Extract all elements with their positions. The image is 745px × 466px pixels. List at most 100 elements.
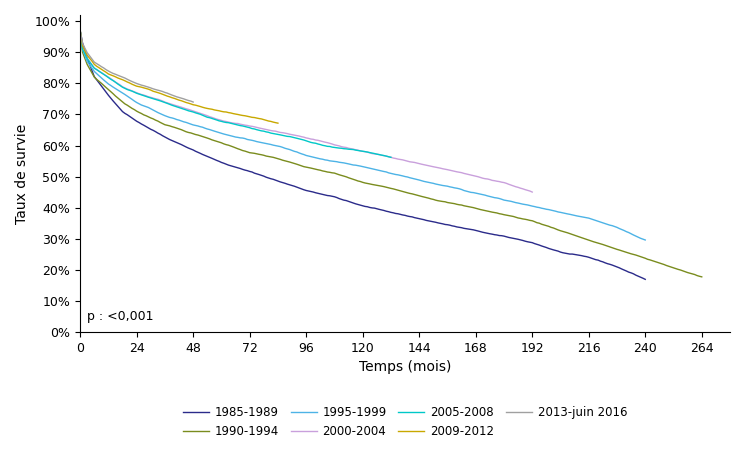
2005-2008 [281, 133, 290, 138]
2013-juin 2016 [130, 80, 139, 85]
2013-juin 2016 [95, 62, 104, 68]
2013-juin 2016 [165, 91, 174, 97]
2000-2004 [413, 160, 422, 166]
2005-2008 [367, 150, 376, 156]
Line: 1990-1994: 1990-1994 [80, 30, 702, 277]
2013-juin 2016 [135, 82, 144, 87]
2009-2012 [261, 117, 270, 123]
2005-2008 [97, 70, 106, 75]
1990-1994 [454, 202, 463, 207]
2000-2004 [415, 161, 424, 166]
1990-1994 [697, 274, 706, 280]
2000-2004 [356, 148, 365, 154]
2013-juin 2016 [104, 68, 113, 74]
2005-2008 [290, 135, 299, 140]
2013-juin 2016 [80, 45, 89, 51]
2013-juin 2016 [182, 97, 191, 103]
2009-2012 [144, 86, 153, 92]
1995-1999 [492, 195, 501, 201]
2005-2008 [375, 152, 384, 158]
2013-juin 2016 [186, 98, 195, 104]
2013-juin 2016 [172, 94, 181, 100]
2009-2012 [135, 84, 144, 89]
Line: 1995-1999: 1995-1999 [80, 31, 645, 240]
2013-juin 2016 [158, 89, 167, 94]
2009-2012 [174, 97, 183, 103]
2013-juin 2016 [92, 61, 101, 66]
1995-1999 [641, 237, 650, 243]
2009-2012 [76, 27, 85, 33]
1985-1989 [139, 123, 148, 128]
2013-juin 2016 [177, 96, 186, 101]
2013-juin 2016 [121, 75, 130, 81]
1990-1994 [349, 177, 358, 182]
1985-1989 [492, 232, 501, 238]
2000-2004 [182, 106, 191, 111]
Y-axis label: Taux de survie: Taux de survie [15, 123, 29, 224]
1985-1989 [76, 27, 85, 33]
1995-1999 [76, 28, 85, 34]
2013-juin 2016 [109, 71, 118, 76]
2013-juin 2016 [101, 67, 110, 73]
Line: 2000-2004: 2000-2004 [80, 30, 532, 192]
2013-juin 2016 [168, 92, 177, 98]
Line: 2013-juin 2016: 2013-juin 2016 [80, 31, 193, 102]
2013-juin 2016 [160, 89, 169, 95]
2013-juin 2016 [153, 87, 162, 93]
2013-juin 2016 [139, 83, 148, 89]
2013-juin 2016 [87, 56, 96, 62]
2013-juin 2016 [188, 99, 197, 105]
2013-juin 2016 [113, 72, 122, 78]
2013-juin 2016 [144, 84, 153, 90]
2013-juin 2016 [78, 41, 87, 46]
2013-juin 2016 [99, 65, 108, 71]
2013-juin 2016 [90, 59, 99, 65]
2000-2004 [527, 189, 536, 195]
2013-juin 2016 [115, 74, 124, 79]
2013-juin 2016 [76, 28, 85, 34]
Line: 2009-2012: 2009-2012 [80, 30, 278, 123]
2013-juin 2016 [111, 71, 120, 77]
2000-2004 [76, 27, 85, 33]
1990-1994 [653, 260, 662, 265]
2009-2012 [137, 84, 146, 90]
1995-1999 [139, 103, 148, 109]
Line: 1985-1989: 1985-1989 [80, 30, 645, 279]
1990-1994 [326, 170, 335, 175]
2013-juin 2016 [97, 64, 106, 69]
1995-1999 [530, 204, 539, 209]
2013-juin 2016 [149, 86, 158, 92]
Line: 2005-2008: 2005-2008 [80, 31, 391, 158]
2000-2004 [241, 123, 250, 128]
Legend: 1985-1989, 1990-1994, 1995-1999, 2000-2004, 2005-2008, 2009-2012, 2013-juin 2016: 1985-1989, 1990-1994, 1995-1999, 2000-20… [178, 401, 633, 443]
1995-1999 [290, 149, 299, 154]
Text: p : <0,001: p : <0,001 [87, 310, 153, 322]
1995-1999 [399, 173, 408, 179]
2013-juin 2016 [174, 95, 183, 100]
1990-1994 [549, 225, 558, 231]
2013-juin 2016 [156, 88, 165, 94]
1995-1999 [634, 234, 643, 240]
1990-1994 [659, 262, 668, 267]
1985-1989 [634, 274, 643, 279]
X-axis label: Temps (mois): Temps (mois) [359, 360, 451, 374]
1990-1994 [76, 27, 85, 33]
2013-juin 2016 [163, 90, 172, 96]
1985-1989 [530, 241, 539, 247]
2013-juin 2016 [85, 53, 94, 59]
1985-1989 [399, 212, 408, 218]
2013-juin 2016 [137, 82, 146, 88]
1985-1989 [641, 276, 650, 282]
2013-juin 2016 [180, 96, 188, 102]
2013-juin 2016 [127, 79, 136, 84]
2013-juin 2016 [170, 93, 179, 99]
1985-1989 [290, 184, 299, 189]
2013-juin 2016 [146, 85, 155, 91]
2013-juin 2016 [142, 84, 150, 89]
2000-2004 [257, 126, 266, 131]
2013-juin 2016 [123, 76, 132, 82]
2013-juin 2016 [132, 81, 141, 86]
2013-juin 2016 [151, 87, 160, 92]
2005-2008 [271, 131, 280, 137]
2013-juin 2016 [118, 74, 127, 80]
